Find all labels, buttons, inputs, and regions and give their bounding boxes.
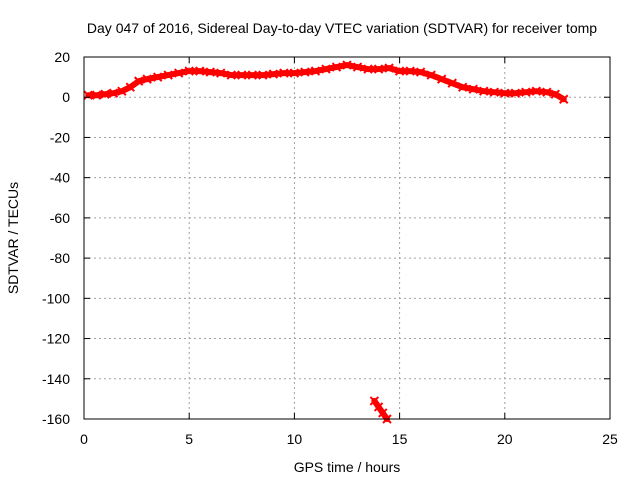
data-point xyxy=(479,86,489,96)
y-tick-label: 0 xyxy=(62,89,70,105)
data-point xyxy=(268,69,279,79)
data-point xyxy=(559,94,569,104)
x-axis-label: GPS time / hours xyxy=(294,459,401,475)
data-point xyxy=(100,89,110,99)
y-tick-label: -40 xyxy=(50,170,70,186)
x-tick-label: 0 xyxy=(80,431,88,447)
data-point xyxy=(195,66,205,76)
data-point xyxy=(384,63,394,73)
data-point xyxy=(300,67,310,77)
y-tick-label: -80 xyxy=(50,250,70,266)
data-point xyxy=(531,86,542,96)
chart-title: Day 047 of 2016, Sidereal Day-to-day VTE… xyxy=(87,20,597,36)
data-point xyxy=(373,64,384,74)
data-point xyxy=(489,87,499,97)
data-point xyxy=(521,87,531,97)
tick-labels: 0 5 10 15 20 25 20 0 -20 -40 -60 -80 -100 -120 -140 -16… xyxy=(42,49,618,447)
data-point xyxy=(91,90,102,100)
data-point xyxy=(405,66,415,76)
data-point xyxy=(542,87,552,97)
data-point xyxy=(173,68,184,78)
data-point xyxy=(331,62,342,72)
data-point xyxy=(184,66,194,76)
data-point xyxy=(415,67,426,77)
data-point xyxy=(133,76,144,86)
data-point xyxy=(237,70,247,80)
data-point xyxy=(342,60,352,70)
data-point xyxy=(363,64,373,74)
data-point xyxy=(378,408,388,418)
x-tick-label: 25 xyxy=(602,431,618,447)
x-tick-label: 5 xyxy=(185,431,193,447)
data-point xyxy=(321,64,331,74)
data-point xyxy=(226,70,236,80)
series-line-main xyxy=(85,62,567,103)
data-point xyxy=(447,78,457,88)
ticks xyxy=(83,56,611,420)
data-point xyxy=(510,88,521,98)
series-layer xyxy=(83,60,569,424)
y-tick-label: -100 xyxy=(42,290,70,306)
data-point xyxy=(258,70,268,80)
data-point xyxy=(142,74,152,84)
data-point xyxy=(310,66,321,76)
y-tick-label: -20 xyxy=(50,129,70,145)
y-tick-label: 20 xyxy=(54,49,70,65)
y-axis-label: SDTVAR / TECUs xyxy=(5,182,21,294)
plot-frame xyxy=(83,56,611,420)
data-point xyxy=(117,86,127,96)
data-point xyxy=(373,402,384,412)
data-point xyxy=(205,67,215,77)
grid xyxy=(84,57,610,419)
data-point xyxy=(152,72,163,82)
data-point xyxy=(216,68,226,78)
data-point xyxy=(125,82,135,92)
y-tick-label: -160 xyxy=(42,411,70,427)
x-tick-label: 15 xyxy=(392,431,408,447)
data-point xyxy=(550,89,561,99)
data-point xyxy=(247,70,258,80)
data-point xyxy=(352,62,363,72)
data-point xyxy=(394,66,405,76)
data-point xyxy=(426,70,436,80)
data-point xyxy=(279,68,289,78)
data-point xyxy=(83,90,93,100)
y-tick-label: -140 xyxy=(42,371,70,387)
data-point xyxy=(289,68,300,78)
data-point xyxy=(500,88,510,98)
x-tick-label: 10 xyxy=(287,431,303,447)
data-point xyxy=(163,70,173,80)
y-tick-label: -120 xyxy=(42,331,70,347)
data-point xyxy=(458,82,468,92)
data-point xyxy=(436,74,447,84)
data-point xyxy=(108,88,119,98)
x-tick-label: 20 xyxy=(497,431,513,447)
data-point xyxy=(468,84,478,94)
data-point xyxy=(369,396,380,406)
y-tick-label: -60 xyxy=(50,210,70,226)
